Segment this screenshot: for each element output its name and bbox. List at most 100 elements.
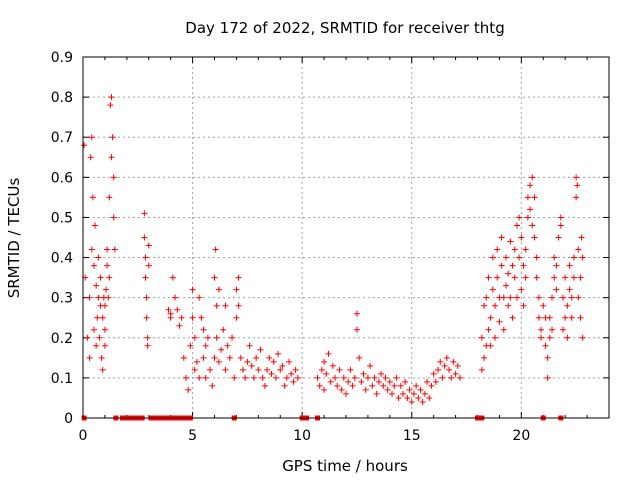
data-point [574,182,581,189]
data-point [417,386,424,393]
data-point [527,206,534,213]
data-point [343,390,349,397]
data-point [371,374,378,381]
data-point [191,366,198,373]
data-point [93,342,100,349]
data-point [89,194,96,201]
data-point [487,342,494,349]
data-point [321,358,328,365]
data-point [518,234,525,241]
data-point [448,374,455,381]
data-point [428,382,435,389]
data-point [196,374,203,381]
data-point [522,274,529,281]
data-point [96,334,103,341]
data-point [358,378,365,385]
data-point [316,382,323,389]
data-point [570,254,577,261]
data-point [540,302,547,309]
y-tick-label: 0 [64,411,73,427]
data-point [505,302,512,309]
data-point [485,274,492,281]
x-tick-label: 10 [293,428,311,444]
data-point [209,382,216,389]
data-point [568,314,575,321]
data-point [178,314,185,321]
data-point [353,326,360,333]
data-point [531,234,538,241]
data-point [143,294,150,301]
data-point [213,302,220,309]
data-point [485,326,492,333]
data-point [373,390,380,397]
data-point [551,274,558,281]
data-point [577,314,584,321]
data-point [489,286,496,293]
data-point [432,378,439,385]
data-point [101,342,108,349]
data-point [360,370,367,377]
data-point [498,234,505,241]
data-point [95,294,102,301]
data-point [189,314,196,321]
data-point [259,374,266,381]
data-point [211,274,218,281]
data-point [378,370,385,377]
data-point [88,134,95,141]
data-point [562,314,569,321]
data-point [248,362,255,369]
data-point [204,334,211,341]
y-tick-label: 0.9 [51,50,73,66]
data-point [86,354,93,361]
data-point [167,314,174,321]
data-point [395,394,402,401]
data-point [386,378,393,385]
data-point [200,326,207,333]
data-point [456,374,463,381]
data-point [393,374,400,381]
data-point [226,354,233,361]
data-point [224,342,231,349]
data-point [492,334,499,341]
data-point [549,326,556,333]
data-point [430,370,437,377]
data-point [391,382,398,389]
data-point [437,358,444,365]
data-point [454,362,461,369]
data-point [222,302,229,309]
data-point [408,398,415,405]
data-point [529,174,536,181]
data-point [174,306,181,313]
data-point [231,374,238,381]
data-point [103,286,110,293]
y-tick-label: 0.7 [51,130,73,146]
data-point [553,286,560,293]
data-point [294,374,301,381]
data-point [318,366,325,373]
data-point [272,374,279,381]
x-tick-label: 15 [403,428,421,444]
data-point [314,374,321,381]
data-point [559,294,566,301]
data-point [244,358,251,365]
data-point [502,282,509,289]
data-point [542,342,549,349]
data-point [336,366,343,373]
data-point [88,246,95,253]
data-point [345,378,352,385]
data-point [196,294,203,301]
data-point [527,182,534,189]
data-point [439,374,446,381]
data-point [353,310,360,317]
data-point [511,246,518,253]
data-point [494,274,501,281]
data-point [555,234,562,241]
data-point [520,262,527,269]
data-point [557,214,564,221]
data-point [325,350,332,357]
data-point [145,262,152,269]
data-point [351,374,358,381]
data-point [108,94,115,101]
data-point [349,382,356,389]
